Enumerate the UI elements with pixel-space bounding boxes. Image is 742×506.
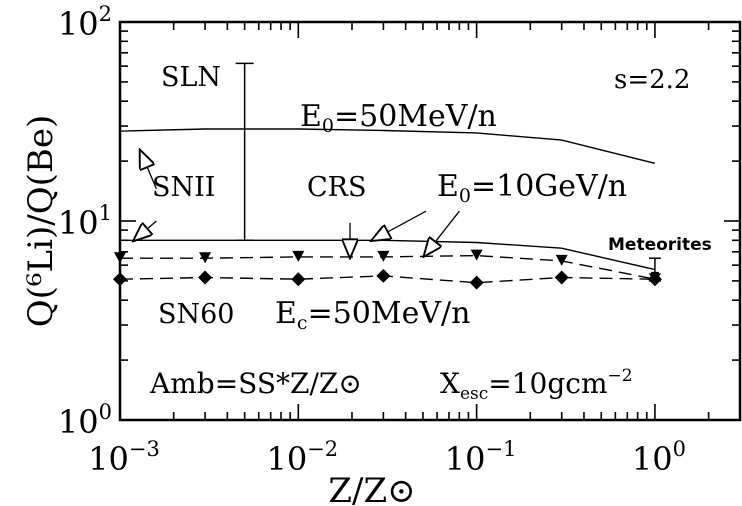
x-tick-label: 10−2 xyxy=(266,437,338,478)
point-crs xyxy=(470,249,483,261)
series-line-sn2_10gev xyxy=(120,239,656,271)
y-axis-title: Q(⁶Li)/Q(Be) xyxy=(21,115,61,327)
y-tick-exponent: 1 xyxy=(99,201,112,225)
y-tick-label: 102 xyxy=(58,2,112,43)
ec-main: E xyxy=(275,296,297,331)
x-tick-base: 10 xyxy=(266,440,307,478)
ec-sub: c xyxy=(297,312,308,334)
xesc-label: Xesc=10gcm−2 xyxy=(440,366,633,404)
x-axis-title: Z/Z⊙ xyxy=(328,471,415,506)
snii-label: SNII xyxy=(152,172,215,203)
x-tick-exponent: −2 xyxy=(307,437,338,461)
sln-label: SLN xyxy=(161,62,221,93)
xesc-sup: −2 xyxy=(608,366,633,386)
y-tick-label: 100 xyxy=(58,400,112,441)
ec-label: Ec=50MeV/n xyxy=(275,296,470,334)
x-tick-base: 10 xyxy=(445,440,486,478)
e0-10gev-label: E0=10GeV/n xyxy=(437,169,627,207)
e0-50mev-label: E0=50MeV/n xyxy=(300,99,497,137)
point-sn60 xyxy=(198,270,213,285)
point-crs xyxy=(377,250,390,262)
x-tick-label: 10−1 xyxy=(445,437,517,478)
y-tick-exponent: 0 xyxy=(99,400,112,424)
y-tick-base: 10 xyxy=(58,204,99,242)
arrow-snii xyxy=(134,220,157,240)
y-tick-exponent: 2 xyxy=(99,2,112,26)
extras-layer xyxy=(235,62,661,282)
ec-rest: =50MeV/n xyxy=(308,296,471,331)
point-sn60 xyxy=(469,275,484,290)
e0-10-rest: =10GeV/n xyxy=(471,169,627,204)
x-tick-base: 10 xyxy=(632,440,673,478)
amb-label: Amb=SS*Z/Z⊙ xyxy=(149,367,362,400)
y-tick-base: 10 xyxy=(58,5,99,43)
sn60-label: SN60 xyxy=(158,299,234,330)
point-sn60 xyxy=(554,270,569,285)
xesc-rest: =10gcm xyxy=(488,367,607,400)
series-layer xyxy=(113,128,662,290)
x-tick-label: 10−3 xyxy=(88,437,160,478)
point-sn60 xyxy=(376,268,391,283)
xesc-main: X xyxy=(440,367,460,400)
x-tick-base: 10 xyxy=(88,440,129,478)
x-tick-exponent: −1 xyxy=(485,437,516,461)
e0-10-sub: 0 xyxy=(459,185,471,207)
s-value-label: s=2.2 xyxy=(614,65,690,95)
y-tick-base: 10 xyxy=(58,403,99,441)
point-sn60 xyxy=(291,272,306,287)
x-tick-label: 100 xyxy=(632,437,686,478)
point-sn60 xyxy=(113,272,127,287)
series-line-sn2_50mev xyxy=(119,128,656,164)
e0-10-main: E xyxy=(437,169,459,204)
e0-50-main: E xyxy=(300,99,322,134)
crs-label: CRS xyxy=(307,172,366,203)
e0-50-sub: 0 xyxy=(322,115,334,137)
e0-50-rest: =50MeV/n xyxy=(334,99,497,134)
axis-ticks xyxy=(119,22,741,421)
x-tick-exponent: −3 xyxy=(129,437,160,461)
meteorites-point xyxy=(650,271,659,280)
y-tick-label: 101 xyxy=(58,201,112,242)
point-crs xyxy=(199,252,212,264)
point-crs xyxy=(292,250,305,262)
xesc-sub: esc xyxy=(460,384,488,404)
arrow-snii xyxy=(140,151,157,190)
arrow-e0_10 xyxy=(372,210,427,240)
arrow-layer xyxy=(134,151,460,257)
point-crs xyxy=(114,252,126,264)
arrow-e0_10 xyxy=(424,210,460,255)
meteorites-label: Meteorites xyxy=(608,235,712,255)
x-tick-exponent: 0 xyxy=(673,437,686,461)
point-crs xyxy=(555,254,568,266)
